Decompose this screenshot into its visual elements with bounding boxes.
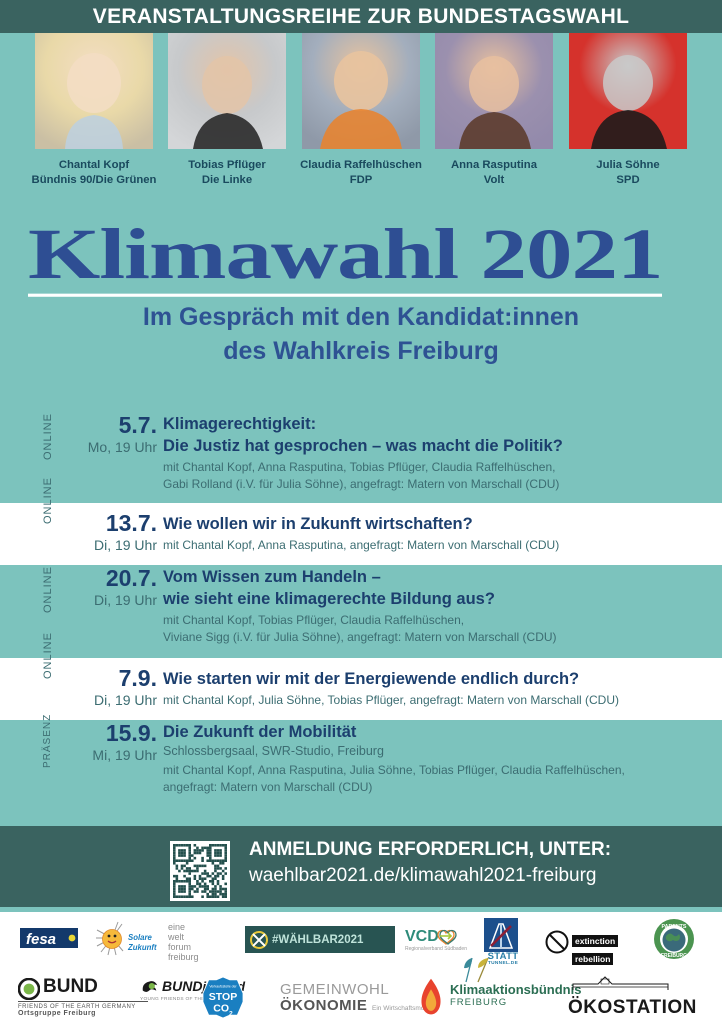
svg-text:fesa: fesa <box>26 931 56 948</box>
svg-text:Verkaufsstelle der: Verkaufsstelle der <box>209 984 237 988</box>
svg-text:PARENTS: PARENTS <box>662 924 687 930</box>
svg-text:Solare: Solare <box>128 933 152 942</box>
svg-text:STOP: STOP <box>209 991 237 1003</box>
svg-text:Zukunft: Zukunft <box>127 943 157 952</box>
svg-text:FREIBURG: FREIBURG <box>661 953 687 959</box>
svg-text:VCD: VCD <box>405 928 439 945</box>
